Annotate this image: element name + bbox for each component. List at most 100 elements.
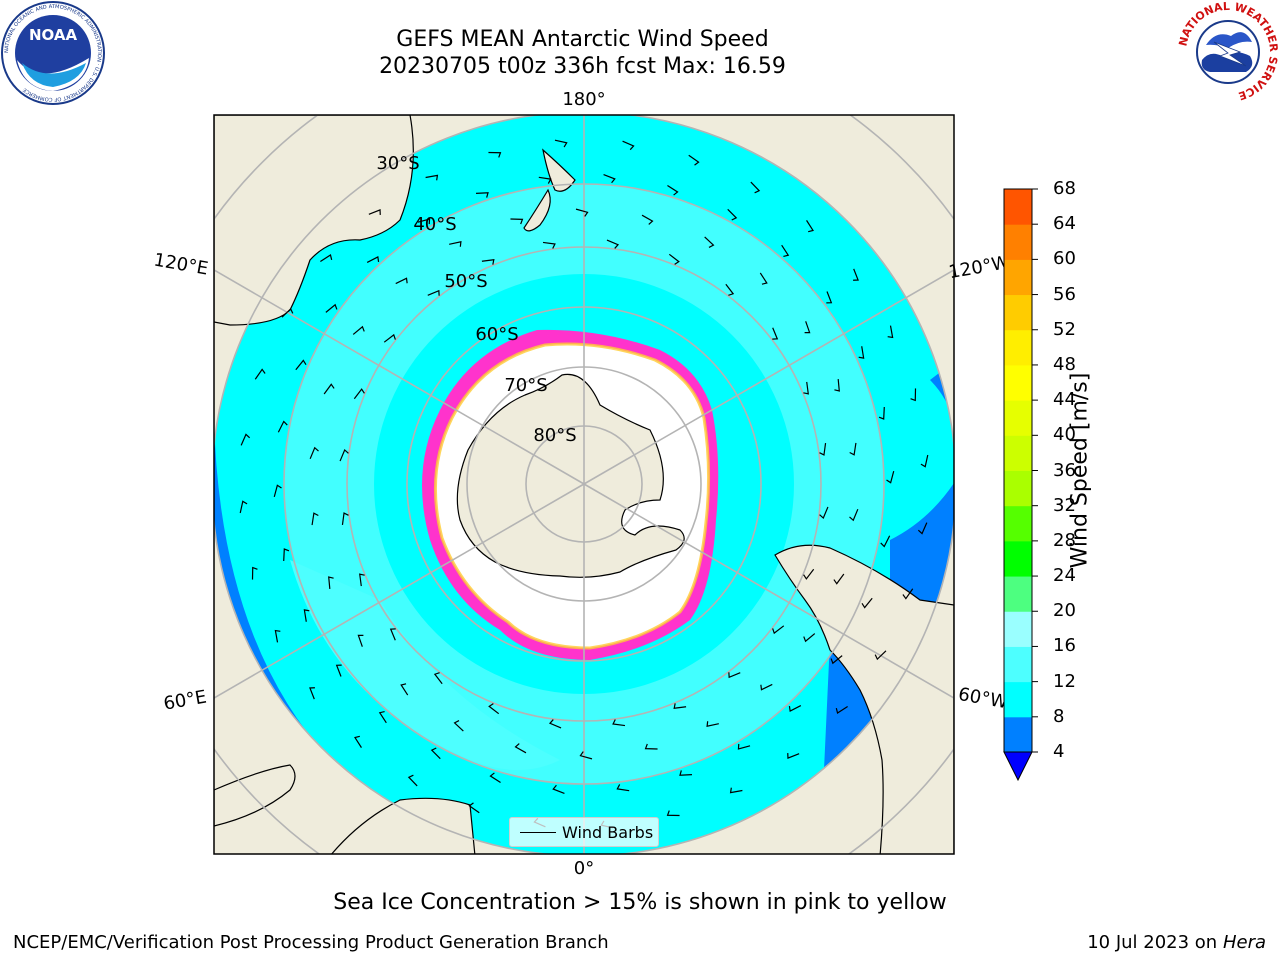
wind-barb bbox=[514, 743, 527, 754]
footer-date-text: 10 Jul 2023 on bbox=[1087, 932, 1223, 953]
legend-line-swatch bbox=[520, 832, 556, 833]
wind-barb bbox=[679, 770, 693, 776]
wind-barb bbox=[858, 346, 865, 359]
wind-barb bbox=[772, 625, 785, 635]
australia bbox=[214, 115, 414, 326]
colorbar-band bbox=[1004, 576, 1032, 612]
lat-label-70s: 70°S bbox=[504, 375, 547, 396]
wind-barb bbox=[803, 568, 815, 580]
wind-barb bbox=[273, 484, 282, 498]
wind-barb bbox=[849, 442, 857, 456]
wind-barbs bbox=[239, 139, 929, 829]
wind-barb bbox=[902, 588, 914, 600]
new-zealand bbox=[523, 148, 576, 232]
wind-barb bbox=[886, 470, 895, 484]
lat-label-40s: 40°S bbox=[413, 214, 456, 235]
wind-barb bbox=[819, 506, 829, 520]
low-wind-band-east bbox=[890, 480, 954, 603]
wind-barb bbox=[400, 683, 409, 696]
wind-barb bbox=[728, 672, 741, 679]
noaa-logo-text: NOAA bbox=[29, 26, 78, 44]
wind-barb bbox=[704, 236, 715, 248]
wind-barb bbox=[849, 508, 859, 522]
lat-label-60s: 60°S bbox=[475, 324, 518, 345]
lon-label-60w: 60°W bbox=[957, 684, 1010, 713]
wind-barb bbox=[688, 154, 700, 166]
wind-barb bbox=[389, 628, 396, 641]
wind-barb bbox=[251, 566, 258, 580]
sea-ice-note: Sea Ice Concentration > 15% is shown in … bbox=[333, 890, 947, 915]
chart-title: GEFS MEAN Antarctic Wind Speed bbox=[396, 27, 769, 52]
wind-barb bbox=[579, 751, 593, 760]
colorbar-tick-label: 56 bbox=[1053, 283, 1076, 305]
colorbar-frame bbox=[1003, 188, 1033, 753]
moderate-wind-patch bbox=[290, 560, 560, 770]
wind-barb bbox=[341, 512, 349, 526]
colorbar-band bbox=[1004, 646, 1032, 683]
wind-barb bbox=[240, 433, 251, 446]
colorbar-tick-label: 28 bbox=[1053, 529, 1076, 551]
wind-barb bbox=[281, 307, 294, 318]
colorbar-tick-label: 16 bbox=[1053, 635, 1076, 657]
wind-barb bbox=[425, 174, 439, 181]
wind-barb bbox=[834, 378, 840, 392]
wind-barb bbox=[395, 277, 408, 285]
colorbar-tick-label: 68 bbox=[1053, 178, 1076, 199]
wind-barb bbox=[430, 747, 441, 760]
colorbar-band bbox=[1004, 364, 1032, 401]
wind-barb bbox=[603, 174, 616, 184]
africa bbox=[330, 797, 476, 854]
wind-barb bbox=[787, 753, 800, 759]
wind-barb bbox=[616, 784, 630, 792]
colorbar-tick-label: 36 bbox=[1053, 459, 1076, 481]
wind-barb bbox=[727, 208, 738, 221]
wind-barb bbox=[729, 787, 743, 794]
colorbar-tick-label: 40 bbox=[1053, 424, 1076, 446]
sea-ice-yellow-fringe bbox=[433, 342, 711, 650]
madagascar bbox=[214, 764, 296, 827]
wind-barb bbox=[468, 802, 480, 814]
wind-barb bbox=[606, 239, 620, 249]
wind-barb bbox=[417, 218, 431, 225]
colorbar-tick-label: 24 bbox=[1053, 565, 1076, 587]
wind-barb bbox=[644, 743, 658, 750]
colorbar-tick-label: 12 bbox=[1053, 670, 1076, 692]
colorbar-tick-label: 60 bbox=[1053, 248, 1076, 270]
wind-barb bbox=[552, 784, 565, 794]
colorbar-band bbox=[1004, 329, 1032, 366]
wind-barb bbox=[759, 272, 768, 285]
noaa-logo: NATIONAL OCEANIC AND ATMOSPHERIC ADMINIS… bbox=[1, 1, 105, 105]
colorbar-tick-label: 52 bbox=[1053, 318, 1076, 340]
wind-barb bbox=[641, 214, 654, 225]
wind-barb bbox=[328, 576, 334, 590]
lat-label-30s: 30°S bbox=[376, 153, 419, 174]
wind-barb bbox=[354, 735, 362, 748]
wind-barb bbox=[309, 687, 315, 700]
wind-barb bbox=[830, 655, 843, 665]
wind-barb bbox=[277, 420, 288, 433]
wind-barb bbox=[826, 291, 833, 304]
colorbar-band bbox=[1004, 294, 1032, 331]
colorbar-tick-label: 4 bbox=[1053, 741, 1065, 762]
wind-barbs-legend: Wind Barbs bbox=[509, 817, 659, 847]
wind-barb bbox=[453, 720, 464, 732]
wind-barb bbox=[612, 719, 626, 727]
legend-label: Wind Barbs bbox=[562, 823, 654, 842]
lon-label-120w: 120°W bbox=[947, 252, 1011, 283]
wind-barb bbox=[488, 703, 500, 715]
wind-barb bbox=[283, 548, 290, 562]
colorbar-tick-label: 48 bbox=[1053, 353, 1076, 375]
colorbar bbox=[1004, 188, 1038, 753]
wind-barb bbox=[254, 368, 266, 380]
wind-barb bbox=[673, 703, 687, 709]
wind-barb bbox=[303, 609, 310, 622]
wind-barb bbox=[538, 176, 552, 184]
wind-barb bbox=[760, 683, 773, 691]
wind-barb bbox=[667, 184, 679, 196]
wind-barb bbox=[804, 321, 811, 334]
wind-barb bbox=[353, 388, 365, 400]
lon-label-0: 0° bbox=[574, 858, 594, 879]
wind-barb bbox=[339, 448, 349, 462]
colorbar-band bbox=[1004, 505, 1032, 542]
chart-subtitle: 20230705 t00z 336h fcst Max: 16.59 bbox=[379, 54, 786, 79]
